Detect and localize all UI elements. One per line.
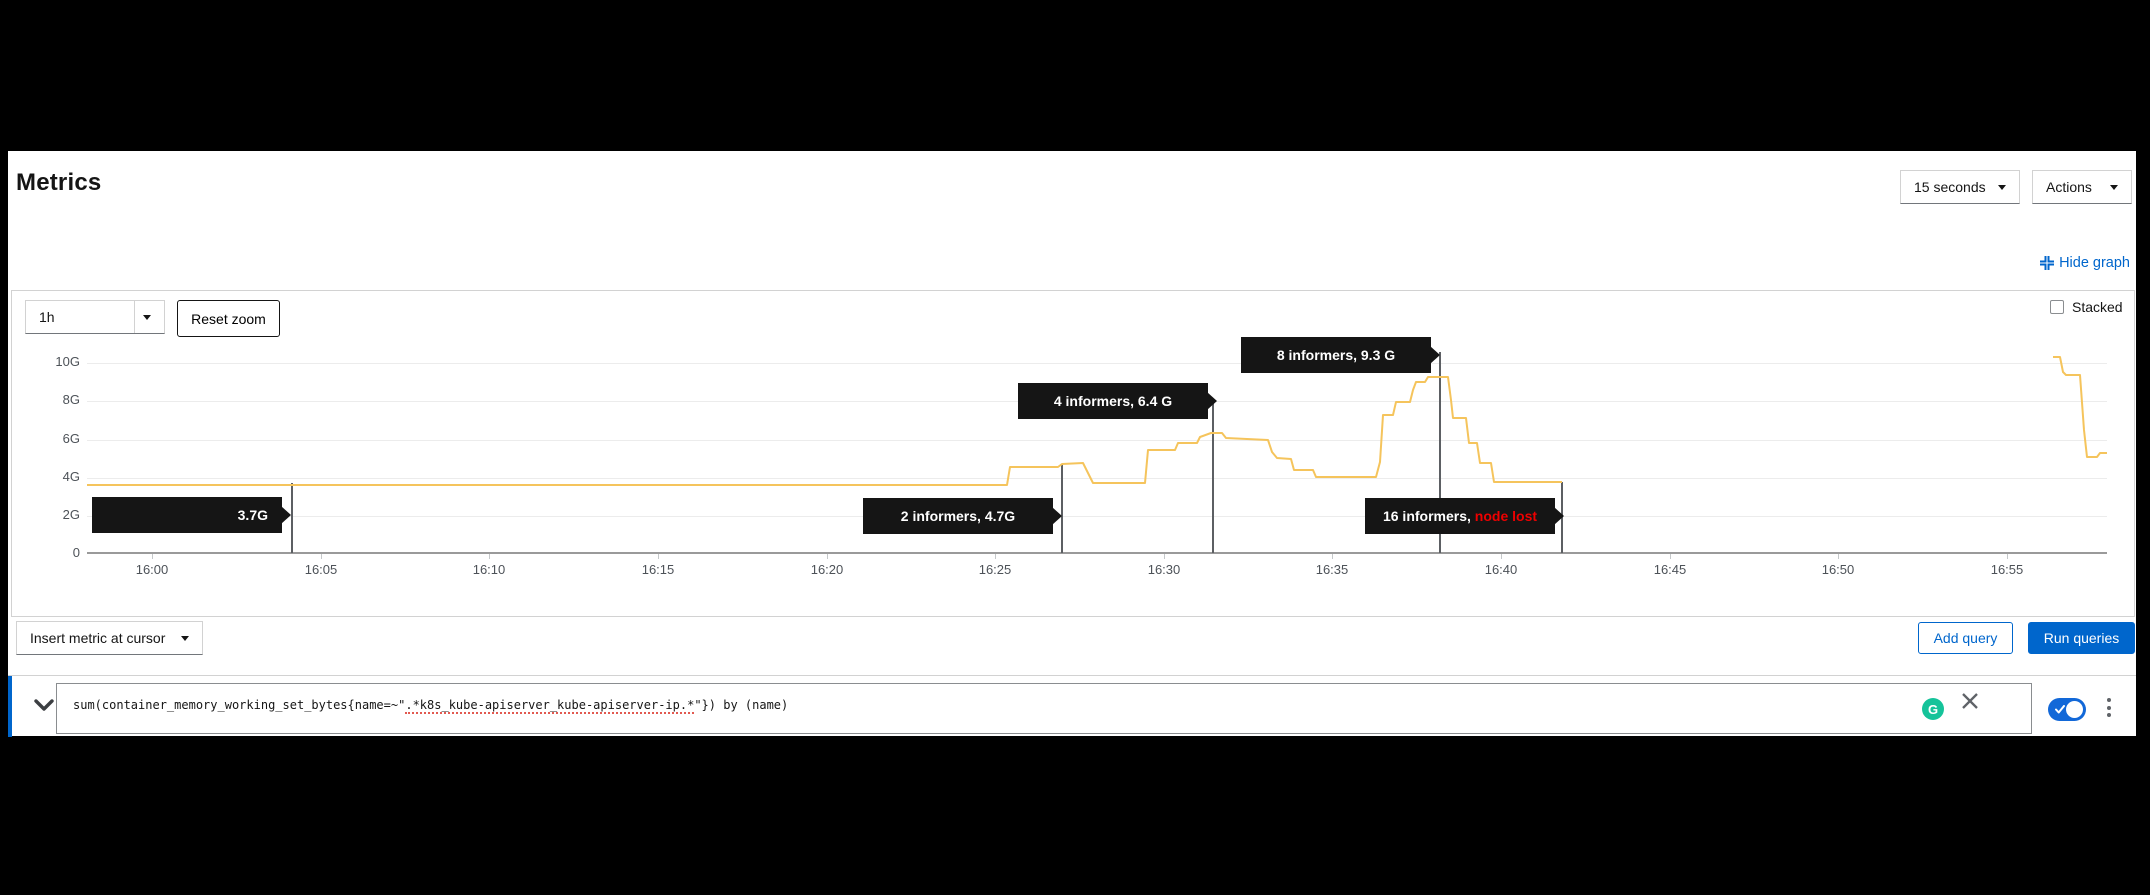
refresh-interval-value: 15 seconds bbox=[1914, 179, 1986, 195]
chevron-down-icon bbox=[181, 635, 189, 641]
x-axis-label: 16:05 bbox=[304, 562, 338, 577]
gridline bbox=[87, 440, 2107, 441]
x-tick bbox=[658, 554, 659, 559]
x-tick bbox=[2007, 554, 2008, 559]
add-query-button[interactable]: Add query bbox=[1918, 622, 2013, 654]
x-axis-label: 16:15 bbox=[641, 562, 675, 577]
kebab-menu-button[interactable] bbox=[2103, 698, 2115, 720]
annotation-tooltip: 8 informers, 9.3 G bbox=[1241, 337, 1440, 373]
x-axis-label: 16:25 bbox=[978, 562, 1012, 577]
y-axis-label: 8G bbox=[62, 392, 80, 407]
hide-graph-label: Hide graph bbox=[2059, 255, 2130, 271]
grammarly-icon[interactable]: G bbox=[1922, 698, 1944, 720]
reset-zoom-button[interactable]: Reset zoom bbox=[177, 300, 280, 337]
y-axis-label: 2G bbox=[62, 507, 80, 522]
hide-graph-link[interactable]: Hide graph bbox=[2040, 255, 2130, 271]
gridline bbox=[87, 478, 2107, 479]
y-axis-label: 6G bbox=[62, 431, 80, 446]
check-icon bbox=[2055, 705, 2065, 714]
insert-metric-dropdown[interactable]: Insert metric at cursor bbox=[16, 621, 203, 655]
x-tick bbox=[489, 554, 490, 559]
query-row: sum(container_memory_working_set_bytes{n… bbox=[8, 675, 2136, 737]
annotation-tooltip: 4 informers, 6.4 G bbox=[1018, 383, 1217, 419]
divider bbox=[134, 301, 135, 333]
x-axis-label: 16:00 bbox=[135, 562, 169, 577]
query-input[interactable]: sum(container_memory_working_set_bytes{n… bbox=[56, 683, 2032, 734]
x-tick bbox=[995, 554, 996, 559]
annotation-tooltip: 3.7G bbox=[92, 497, 291, 533]
x-axis-label: 16:30 bbox=[1147, 562, 1181, 577]
query-enabled-toggle[interactable] bbox=[2048, 698, 2086, 721]
x-tick bbox=[152, 554, 153, 559]
gridline bbox=[87, 516, 2107, 517]
x-tick bbox=[1670, 554, 1671, 559]
x-axis-label: 16:10 bbox=[472, 562, 506, 577]
actions-label: Actions bbox=[2046, 179, 2092, 195]
chevron-down-icon bbox=[34, 699, 54, 711]
toggle-knob bbox=[2066, 701, 2083, 718]
close-icon bbox=[1962, 693, 1978, 709]
spellcheck-underline: .*k8s_kube-apiserver_kube-apiserver-ip.* bbox=[405, 698, 695, 714]
chevron-down-icon bbox=[1998, 184, 2006, 190]
metrics-page: Metrics 15 seconds Actions Hide graph 1h bbox=[8, 151, 2136, 737]
y-axis-label: 4G bbox=[62, 469, 80, 484]
timespan-value: 1h bbox=[39, 309, 55, 325]
x-tick bbox=[1164, 554, 1165, 559]
run-queries-button[interactable]: Run queries bbox=[2028, 622, 2135, 654]
x-axis-label: 16:35 bbox=[1315, 562, 1349, 577]
x-tick bbox=[321, 554, 322, 559]
x-axis-line bbox=[87, 552, 2107, 554]
chevron-down-icon bbox=[2110, 184, 2118, 190]
x-tick bbox=[827, 554, 828, 559]
x-axis-label: 16:20 bbox=[810, 562, 844, 577]
compress-icon bbox=[2040, 256, 2055, 270]
x-axis-label: 16:50 bbox=[1821, 562, 1855, 577]
x-axis-label: 16:45 bbox=[1653, 562, 1687, 577]
x-tick bbox=[1332, 554, 1333, 559]
x-axis-label: 16:40 bbox=[1484, 562, 1518, 577]
timespan-select[interactable]: 1h bbox=[25, 300, 165, 334]
node-lost-text: node lost bbox=[1474, 508, 1538, 524]
annotation-tooltip: 16 informers, node lost bbox=[1365, 498, 1564, 534]
x-tick bbox=[1501, 554, 1502, 559]
y-axis-label: 0 bbox=[72, 545, 80, 560]
insert-metric-label: Insert metric at cursor bbox=[30, 630, 166, 646]
clear-query-button[interactable] bbox=[1961, 692, 1979, 715]
stacked-control: Stacked bbox=[2050, 299, 2123, 315]
x-axis-label: 16:55 bbox=[1990, 562, 2024, 577]
y-axis-label: 10G bbox=[55, 354, 80, 369]
refresh-interval-select[interactable]: 15 seconds bbox=[1900, 170, 2020, 204]
page-title: Metrics bbox=[16, 169, 102, 196]
stacked-label: Stacked bbox=[2072, 299, 2123, 315]
gridline bbox=[87, 363, 2107, 364]
stacked-checkbox[interactable] bbox=[2050, 300, 2064, 314]
chevron-down-icon bbox=[143, 314, 151, 320]
actions-dropdown[interactable]: Actions bbox=[2032, 170, 2132, 204]
annotation-tooltip: 2 informers, 4.7G bbox=[863, 498, 1062, 534]
x-tick bbox=[1838, 554, 1839, 559]
query-expand-toggle[interactable] bbox=[34, 698, 60, 718]
query-accent-bar bbox=[8, 676, 12, 737]
